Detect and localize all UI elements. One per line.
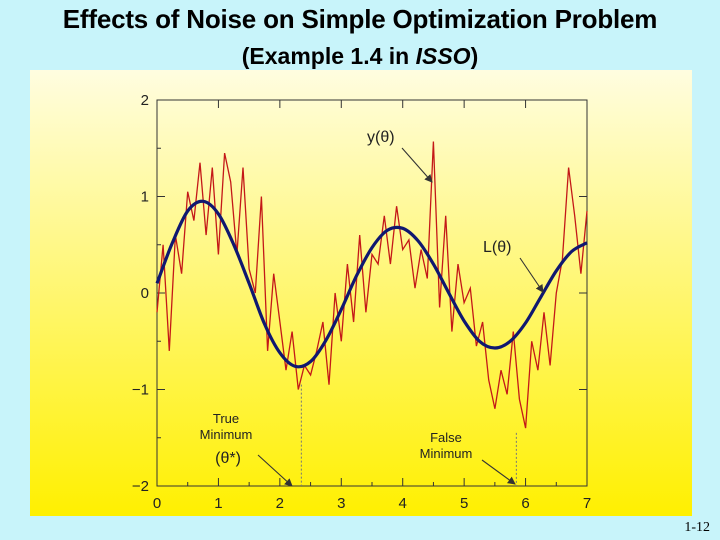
annotation-theta-star: (θ*) <box>215 450 241 467</box>
y-tick-label: −2 <box>132 478 149 495</box>
slide-title: Effects of Noise on Simple Optimization … <box>62 4 658 34</box>
x-tick-label: 4 <box>399 495 407 512</box>
subtitle-italic: ISSO <box>415 43 471 69</box>
annotation-true-minimum-text: Minimum <box>200 427 253 442</box>
y-tick-label: 1 <box>141 189 149 206</box>
annotation-arrow-L-theta <box>519 257 544 293</box>
x-tick-label: 6 <box>521 495 529 512</box>
slide-subtitle: (Example 1.4 in ISSO) <box>0 43 720 70</box>
series-line-loss-L <box>155 199 588 369</box>
x-tick-label: 2 <box>276 495 284 512</box>
x-tick-label: 7 <box>583 495 591 512</box>
chart-background <box>30 70 692 516</box>
annotation-arrow-y-theta <box>401 147 433 183</box>
annotation-y-theta: y(θ) <box>367 129 395 146</box>
y-tick-label: 2 <box>141 92 149 109</box>
y-tick-label: −1 <box>132 382 149 399</box>
subtitle-prefix: (Example 1.4 in <box>241 43 416 69</box>
annotation-false-minimum-text: Minimum <box>420 446 473 461</box>
x-tick-label: 5 <box>460 495 468 512</box>
x-tick-label: 0 <box>153 495 161 512</box>
x-tick-label: 1 <box>214 495 222 512</box>
x-tick-label: 3 <box>337 495 345 512</box>
series-line-noisy-y <box>156 141 588 429</box>
annotation-true-text: True <box>213 411 239 426</box>
subtitle-suffix: ) <box>470 43 479 69</box>
y-tick-label: 0 <box>141 285 149 302</box>
annotation-false-text: False <box>430 430 462 445</box>
slide-number: 1-12 <box>684 520 710 535</box>
annotation-arrow-false-minimum <box>481 459 516 485</box>
annotation-arrow-true-minimum <box>257 454 293 487</box>
annotation-L-theta: L(θ) <box>483 239 511 256</box>
